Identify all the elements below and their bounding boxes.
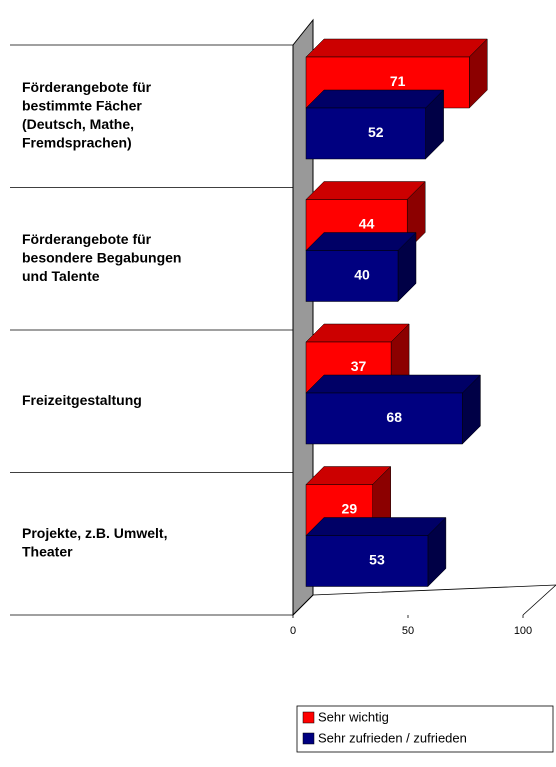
legend-swatch [302, 711, 315, 724]
value-label: 53 [369, 552, 385, 568]
bar [305, 89, 445, 160]
bar-top [305, 38, 488, 58]
x-tick-label: 50 [402, 625, 414, 637]
category-label: (Deutsch, Mathe, [22, 116, 134, 132]
category-label: Fremdsprachen) [22, 135, 132, 151]
bar-front [305, 392, 463, 445]
bar-top [305, 374, 482, 394]
bar-front [305, 250, 399, 302]
legend-swatch [302, 732, 315, 745]
value-label: 40 [354, 267, 370, 283]
bar-front [305, 535, 429, 587]
floor [292, 584, 556, 616]
category-label: besondere Begabungen [22, 249, 181, 265]
value-label: 71 [390, 73, 406, 89]
bar-top [305, 181, 426, 200]
value-label: 44 [359, 216, 375, 232]
bar [305, 374, 482, 445]
category-label: Projekte, z.B. Umwelt, [22, 525, 167, 541]
bar [305, 516, 447, 588]
bar-top [305, 89, 445, 109]
legend-box [296, 705, 554, 753]
bar [305, 38, 488, 109]
floor-edge [522, 584, 556, 616]
value-label: 29 [342, 501, 358, 517]
category-label: Theater [22, 544, 73, 560]
x-tick-label: 100 [514, 625, 532, 637]
bar-top [305, 517, 447, 536]
category-label: Förderangebote für [22, 231, 152, 247]
x-tick-label: 0 [290, 625, 296, 637]
value-label: 68 [386, 409, 402, 425]
category-label: Förderangebote für [22, 79, 152, 95]
value-label: 52 [368, 124, 384, 140]
bar [305, 231, 417, 303]
category-label: und Talente [22, 268, 100, 284]
legend-label: Sehr zufrieden / zufrieden [318, 730, 467, 745]
category-label: bestimmte Fächer [22, 98, 142, 114]
bar-top [305, 232, 417, 251]
legend-label: Sehr wichtig [318, 709, 389, 724]
bar-front [305, 107, 426, 160]
value-label: 37 [351, 358, 367, 374]
category-label: Freizeitgestaltung [22, 392, 142, 408]
